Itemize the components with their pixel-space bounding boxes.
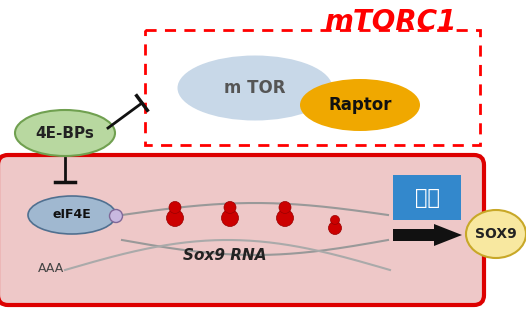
Ellipse shape — [277, 210, 294, 226]
Ellipse shape — [329, 222, 341, 235]
Text: 翻訳: 翻訳 — [414, 188, 440, 208]
Ellipse shape — [279, 201, 291, 214]
Ellipse shape — [28, 196, 116, 234]
Ellipse shape — [109, 210, 123, 222]
Text: eIF4E: eIF4E — [53, 209, 92, 222]
Text: AAA: AAA — [38, 261, 64, 274]
Text: mTORC1: mTORC1 — [324, 8, 456, 36]
Ellipse shape — [169, 201, 181, 214]
Ellipse shape — [167, 210, 184, 226]
Ellipse shape — [300, 79, 420, 131]
Polygon shape — [393, 224, 462, 246]
Text: Sox9 RNA: Sox9 RNA — [183, 248, 267, 263]
Ellipse shape — [466, 210, 526, 258]
FancyBboxPatch shape — [0, 155, 484, 305]
Ellipse shape — [15, 110, 115, 156]
Text: m TOR: m TOR — [224, 79, 286, 97]
Text: Raptor: Raptor — [328, 96, 392, 114]
FancyBboxPatch shape — [393, 175, 461, 220]
Text: SOX9: SOX9 — [475, 227, 517, 241]
Ellipse shape — [177, 56, 332, 121]
Ellipse shape — [221, 210, 238, 226]
Text: 4E-BPs: 4E-BPs — [36, 125, 95, 141]
Ellipse shape — [224, 201, 236, 214]
Ellipse shape — [330, 215, 339, 224]
